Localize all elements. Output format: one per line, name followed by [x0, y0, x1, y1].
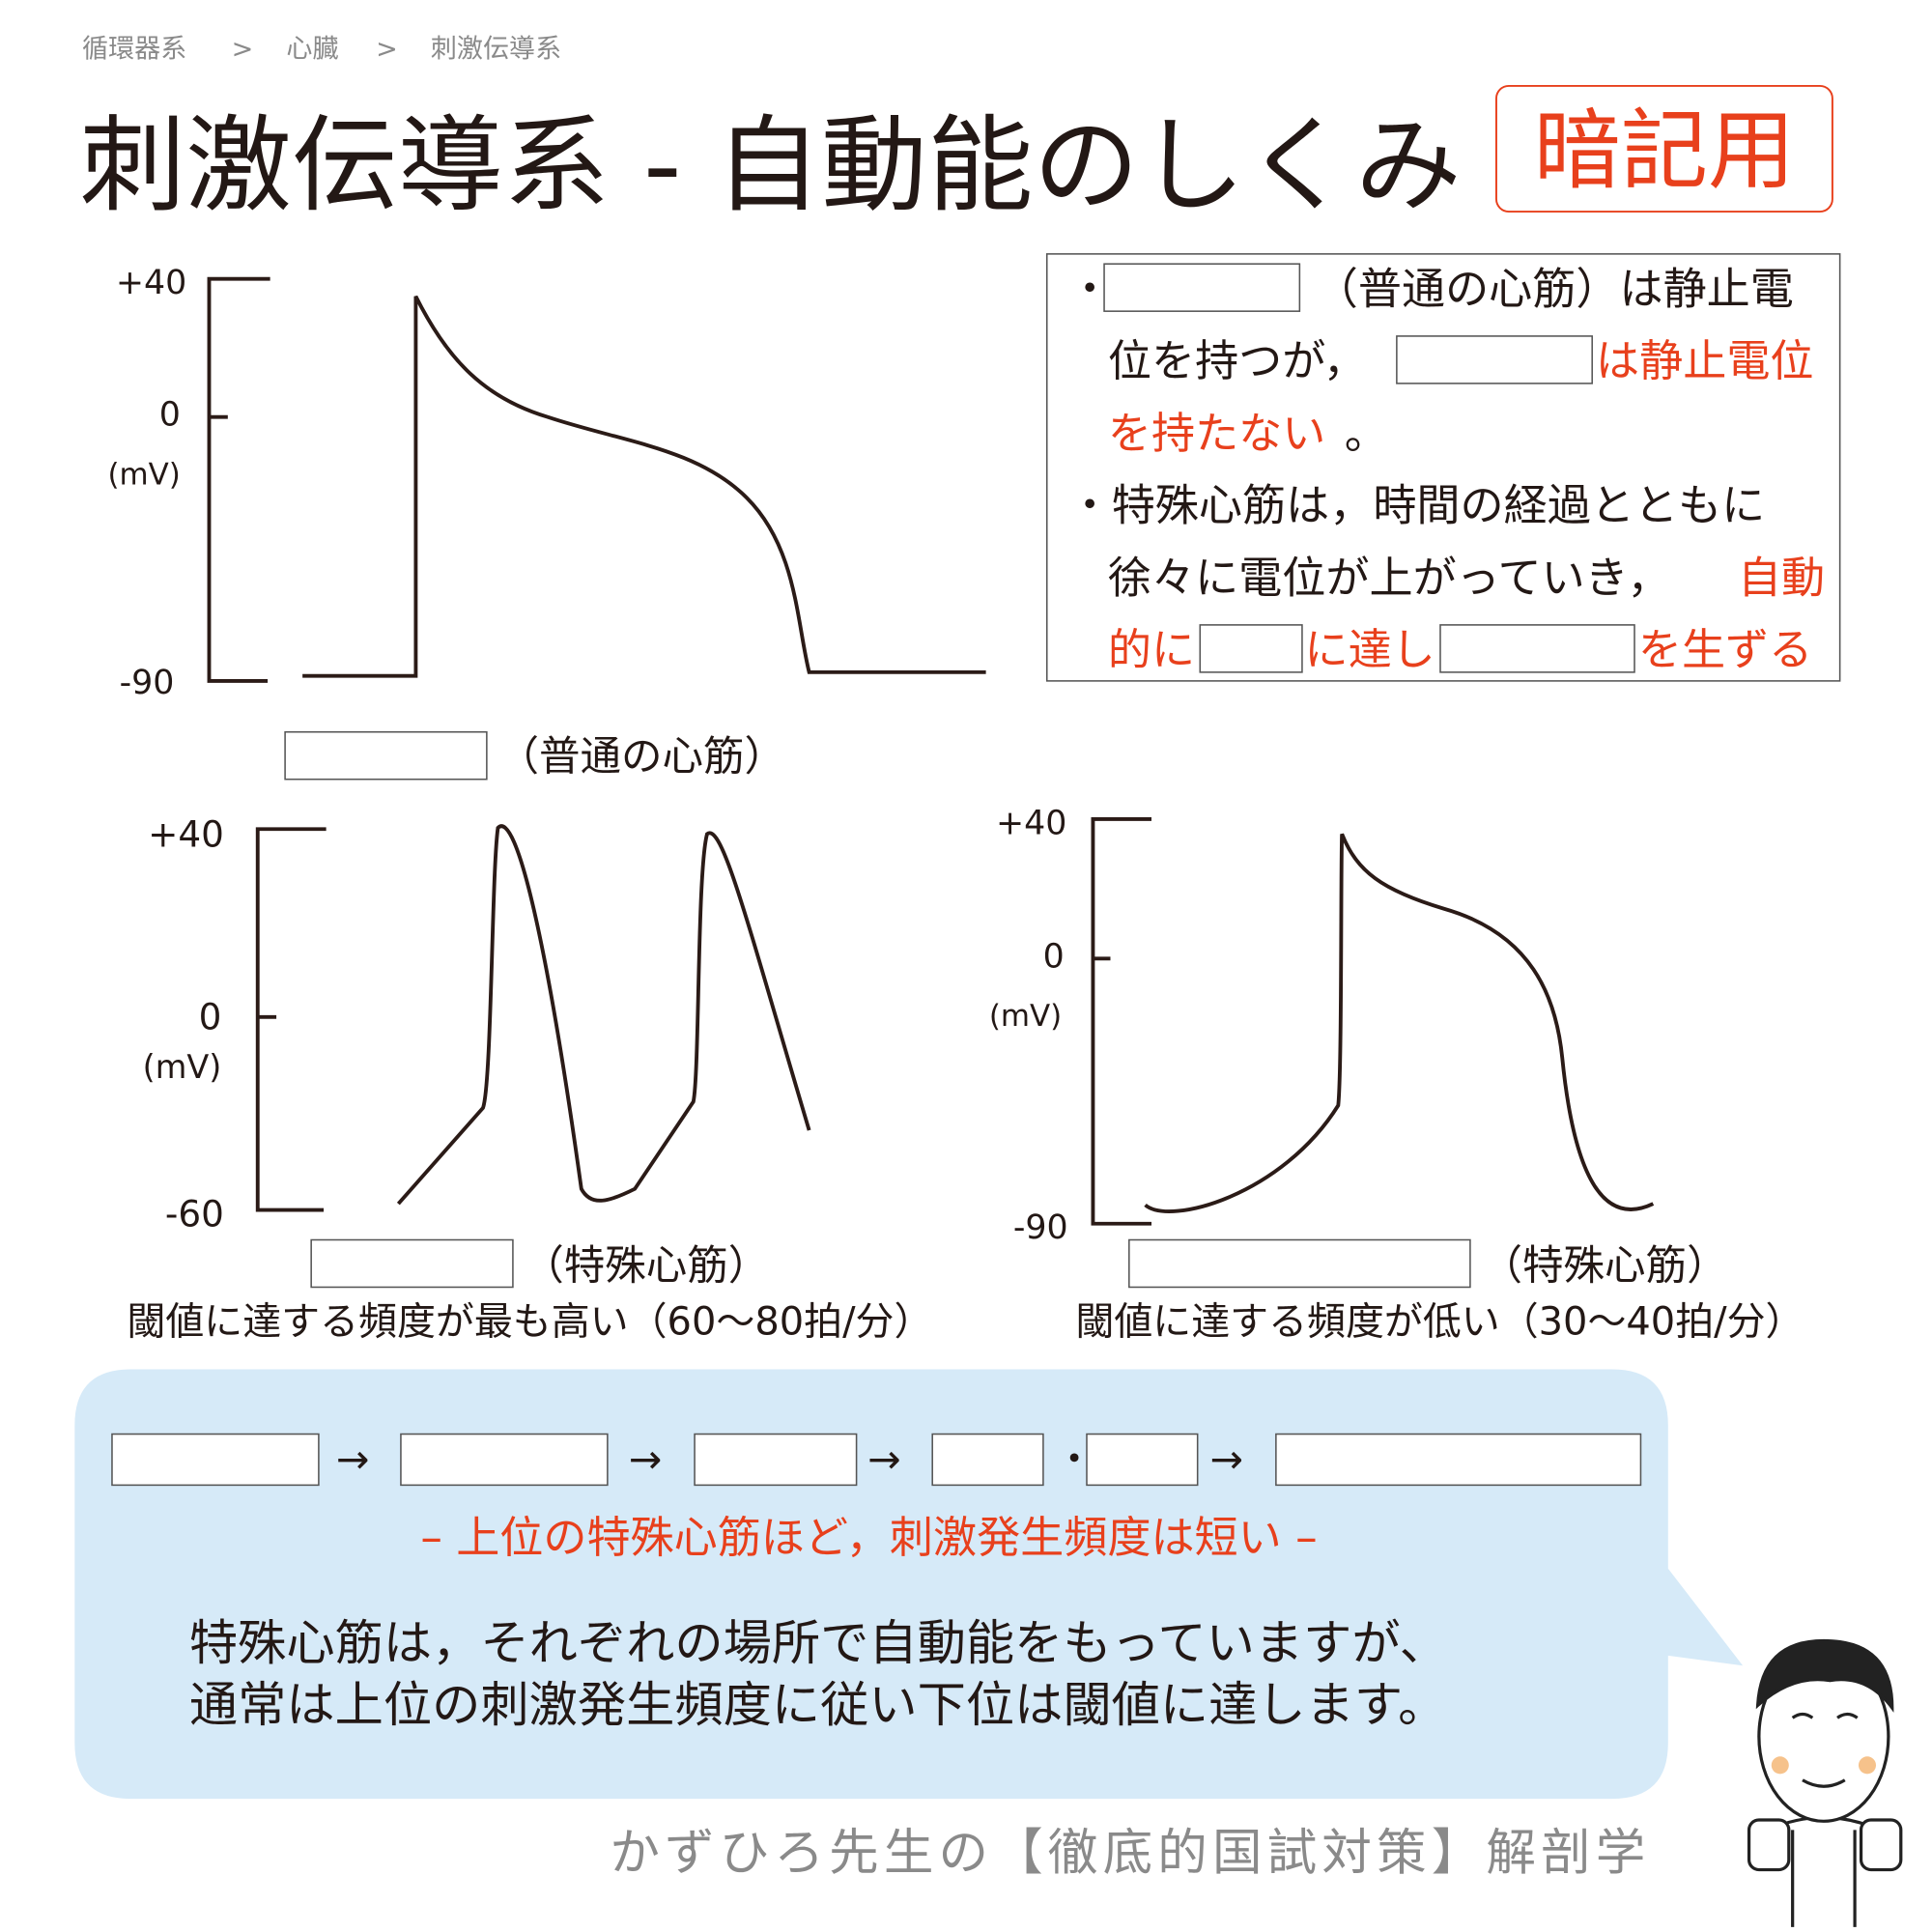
axis-label: (mV)	[143, 1048, 222, 1086]
note-text: 位を持つが，	[1108, 335, 1367, 386]
blank	[1199, 624, 1303, 673]
badge: 暗記用	[1534, 100, 1796, 202]
blank	[1275, 1433, 1642, 1487]
note-text: ・特殊心筋は，時間の経過とともに	[1068, 480, 1766, 531]
note-text: 的に	[1108, 624, 1195, 675]
axis-label: 0	[199, 996, 222, 1038]
chart-pacemaker: +40 0 (mV) -60 （特殊心筋） 閾値に達する頻度が最も高い（60〜8…	[127, 812, 932, 1344]
note-text: を持たない	[1108, 408, 1325, 459]
blank	[1128, 1238, 1471, 1289]
sequence: → → → ・ →	[111, 1433, 1642, 1487]
action-potential	[396, 824, 811, 1206]
blank	[1103, 263, 1301, 312]
breadcrumb[interactable]: 心臓	[286, 34, 338, 64]
badge-box	[1495, 84, 1833, 213]
axis-label: -90	[1013, 1208, 1068, 1247]
note: ・ （普通の心筋）は静止電 位を持つが， は静止電位 を持たない 。 ・特殊心筋…	[1068, 263, 1825, 675]
axis-label: +40	[148, 812, 224, 855]
arrow: →	[1210, 1435, 1244, 1482]
note-text: に達し	[1305, 624, 1435, 675]
note-text: を生ずる	[1638, 624, 1812, 675]
caption: （普通の心筋）	[497, 734, 785, 781]
blank	[400, 1433, 609, 1487]
axis-label: +40	[116, 264, 186, 302]
action-potential	[302, 295, 986, 678]
note-text: 。	[1345, 408, 1388, 459]
axis-label: (mV)	[107, 457, 180, 492]
axis	[255, 827, 327, 1212]
chart-normal: +40 0 (mV) -90 （普通の心筋）	[107, 264, 986, 781]
description: 閾値に達する頻度が低い（30〜40拍/分）	[1075, 1299, 1804, 1344]
blank	[111, 1433, 320, 1487]
emphasis: – 上位の特殊心筋ほど，刺激発生頻度は短い –	[420, 1512, 1317, 1563]
note-box	[1045, 253, 1841, 682]
axis	[1091, 817, 1152, 1226]
axis-label: 0	[1043, 937, 1065, 976]
title: 刺激伝導系 - 自動能のしくみ	[79, 105, 1461, 227]
blank	[310, 1238, 514, 1289]
blank	[1396, 335, 1593, 384]
chart-ventricle: +40 0 (mV) -90 （特殊心筋） 閾値に達する頻度が低い（30〜40拍…	[989, 804, 1804, 1344]
axis-label: 0	[159, 396, 181, 435]
breadcrumb[interactable]: 循環器系	[82, 34, 186, 64]
axis-label: -90	[120, 664, 175, 702]
note-text: （普通の心筋）は静止電	[1315, 263, 1794, 314]
blank	[284, 730, 488, 781]
arrow: →	[336, 1435, 370, 1482]
breadcrumb[interactable]: 刺激伝導系	[431, 34, 561, 64]
breadcrumb-sep: >	[232, 34, 254, 64]
breadcrumb-sep: >	[376, 34, 398, 64]
caption: （特殊心筋）	[523, 1243, 769, 1291]
teacher-illustration	[1747, 1638, 1903, 1927]
arrow: →	[629, 1435, 663, 1482]
body-text: 通常は上位の刺激発生頻度に従い下位は閾値に達します。	[189, 1676, 1446, 1733]
axis-label: (mV)	[989, 999, 1062, 1034]
blank	[694, 1433, 858, 1487]
body-text: 特殊心筋は，それぞれの場所で自動能をもっていますが、	[189, 1614, 1448, 1671]
axis-label: +40	[996, 804, 1066, 842]
axis	[207, 276, 270, 683]
note-text: は静止電位	[1596, 335, 1813, 386]
description: 閾値に達する頻度が最も高い（60〜80拍/分）	[127, 1299, 932, 1344]
note-text: 徐々に電位が上がっていき，	[1108, 552, 1671, 603]
note-text: 自動	[1738, 552, 1825, 603]
footer: かずひろ先生の【徹底的国試対策】解剖学	[610, 1825, 1650, 1883]
blank	[1086, 1433, 1199, 1487]
blank	[931, 1433, 1044, 1487]
blank	[1439, 624, 1635, 673]
caption: （特殊心筋）	[1482, 1243, 1728, 1291]
arrow: →	[867, 1435, 901, 1482]
axis-label: -60	[165, 1192, 224, 1235]
action-potential	[1144, 833, 1655, 1213]
